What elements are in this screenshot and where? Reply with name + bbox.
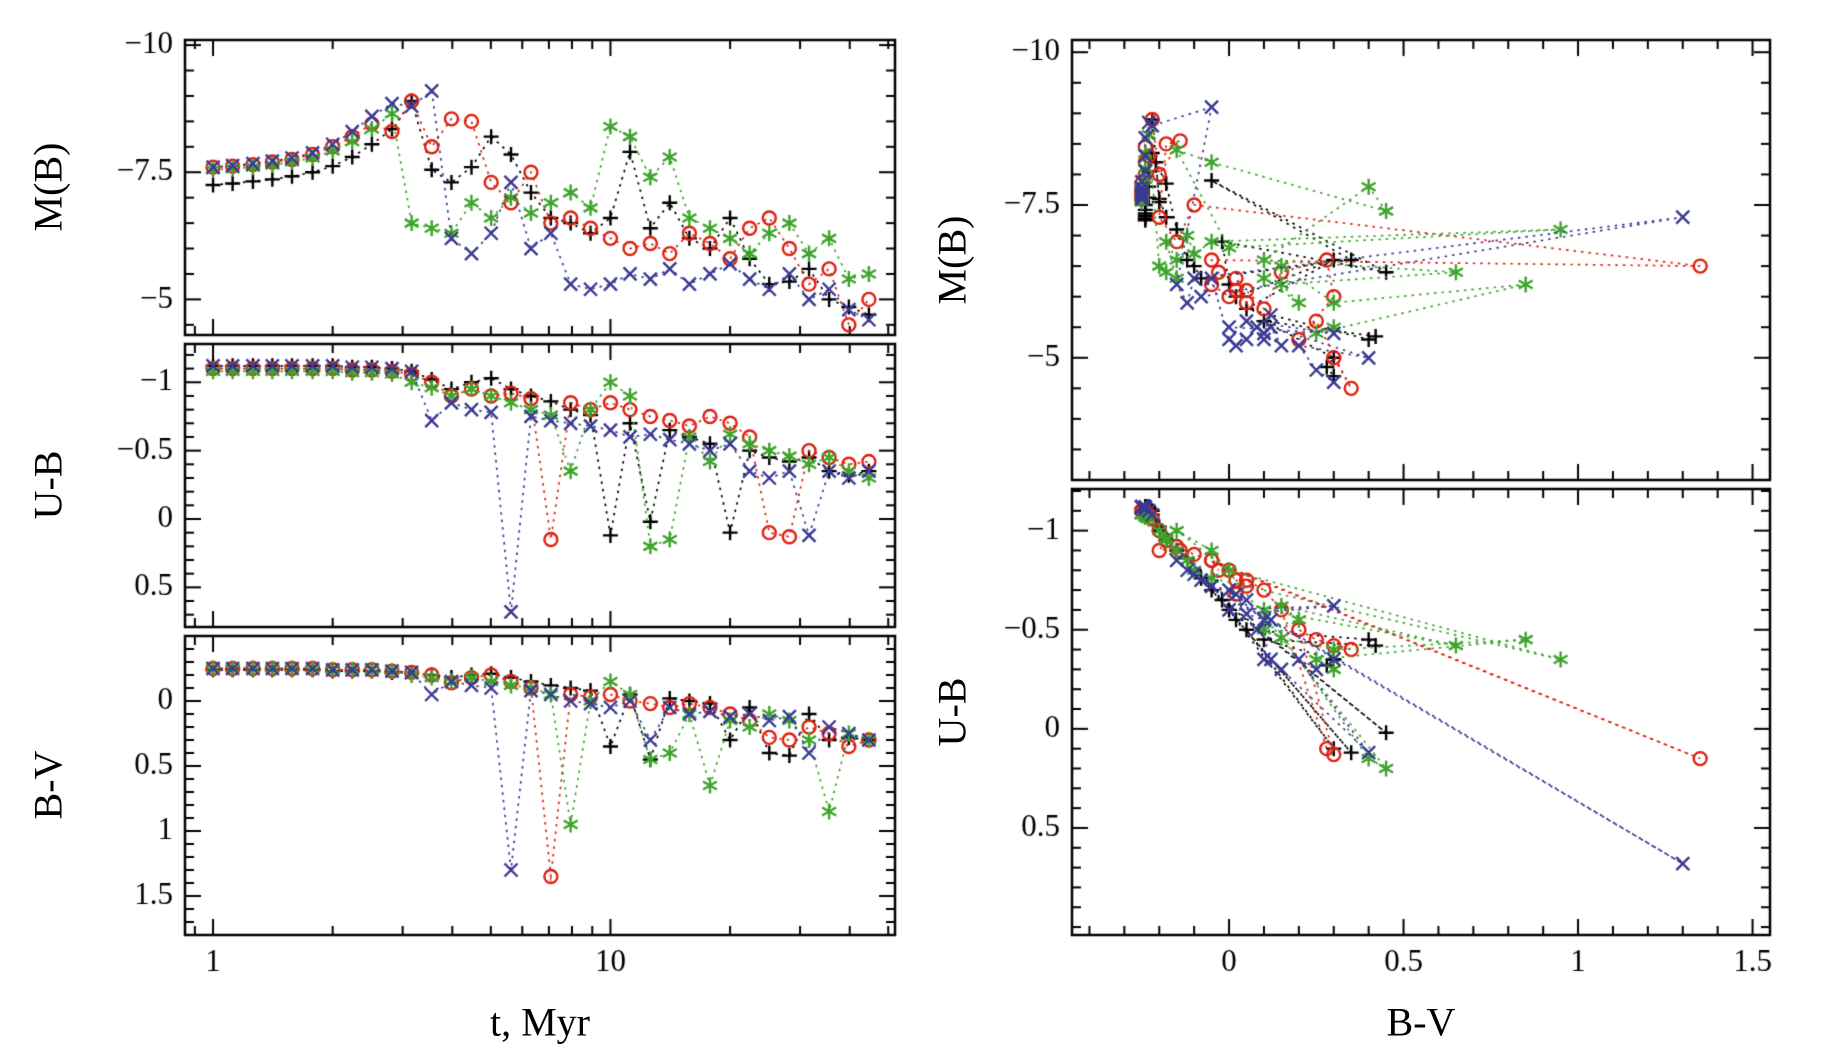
y-axis-title-left-ub: U-B: [25, 450, 71, 520]
x-axis-title-time: t, Myr: [490, 999, 590, 1045]
y-axis-title-right-ub: U-B: [929, 677, 975, 747]
y-axis-title-right-mb: M(B): [929, 215, 975, 305]
x-axis-title-bv: B-V: [1386, 999, 1456, 1045]
y-axis-title-left-bv: B-V: [25, 750, 71, 820]
y-axis-title-left-mb: M(B): [25, 142, 71, 232]
